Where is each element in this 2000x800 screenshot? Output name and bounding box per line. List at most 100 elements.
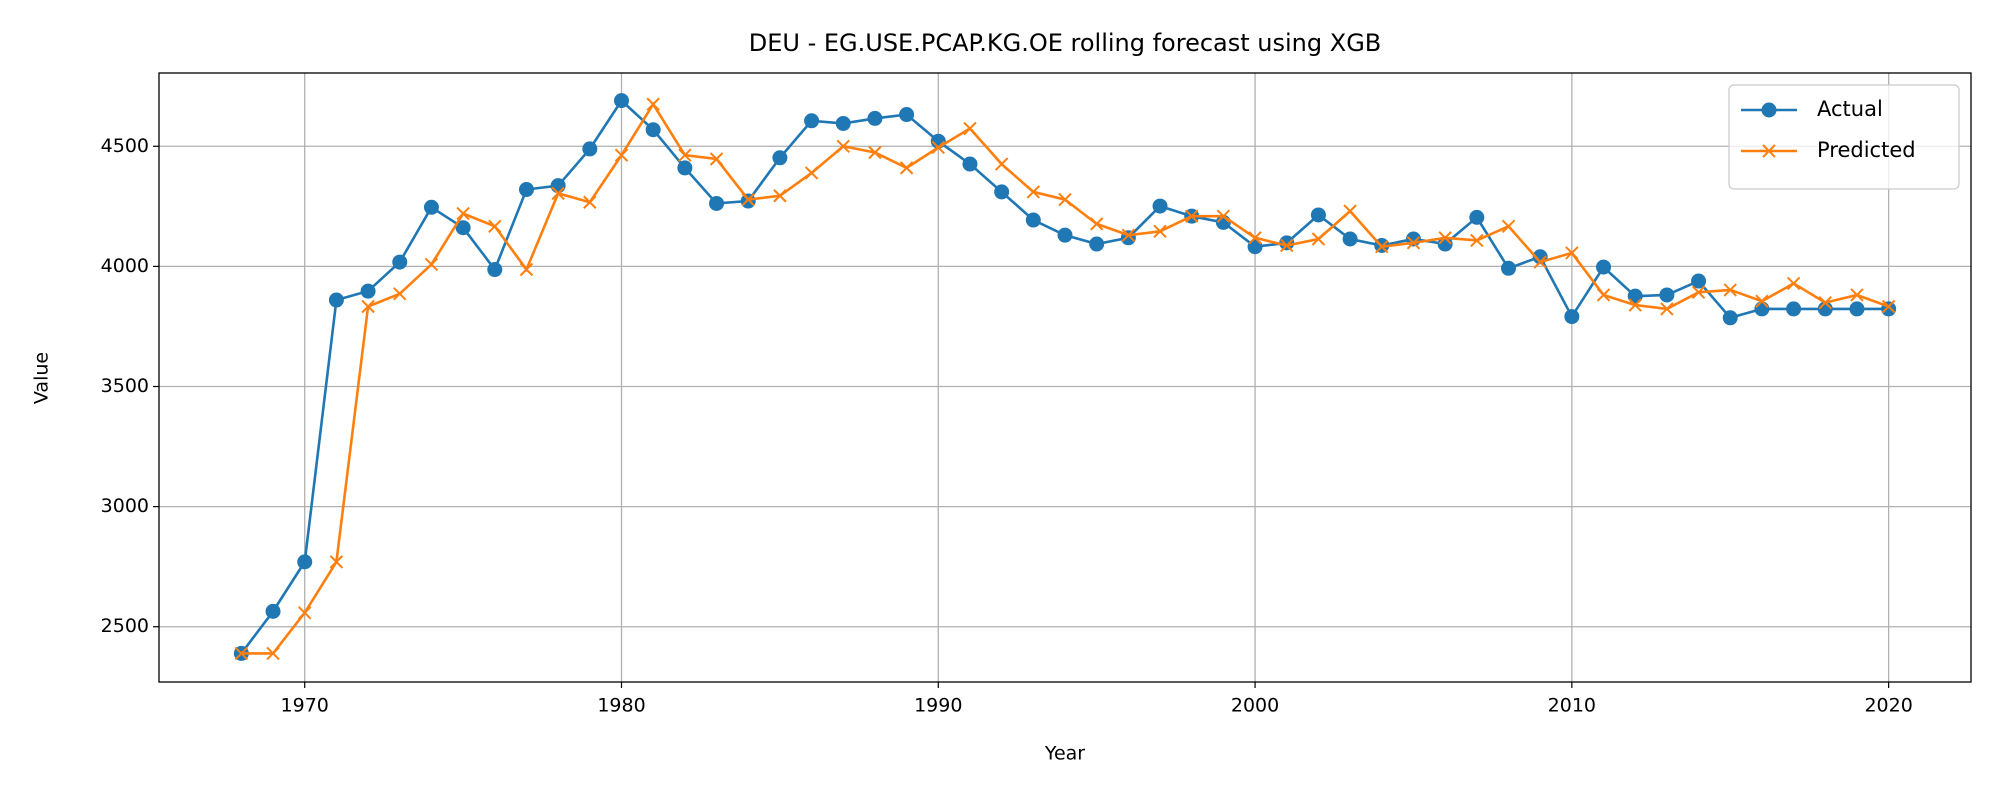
marker — [519, 262, 534, 277]
series — [233, 93, 1897, 661]
marker — [361, 299, 375, 314]
marker — [1627, 288, 1643, 304]
marker — [1279, 235, 1295, 251]
marker — [835, 115, 851, 131]
marker — [1216, 209, 1231, 223]
marker — [1565, 246, 1579, 260]
x-tick-label: 2020 — [1864, 695, 1912, 717]
y-tick-label: 4000 — [101, 255, 149, 277]
y-tick-label: 3500 — [101, 375, 149, 397]
legend-marker — [1762, 144, 1776, 158]
marker — [1564, 309, 1580, 325]
marker — [456, 206, 470, 221]
marker — [1723, 283, 1737, 297]
marker — [1438, 231, 1452, 245]
marker — [1058, 192, 1072, 207]
marker — [1248, 231, 1262, 245]
y-tick-label: 2500 — [101, 615, 149, 637]
marker — [1406, 236, 1421, 250]
y-tick-label: 3000 — [101, 495, 149, 517]
marker — [740, 193, 756, 209]
marker — [1247, 239, 1263, 255]
marker — [1469, 209, 1485, 225]
marker — [1089, 236, 1105, 252]
legend-marker — [1761, 102, 1777, 118]
marker — [1691, 285, 1706, 300]
marker — [1470, 233, 1484, 248]
marker — [583, 195, 597, 209]
plot-frame — [158, 72, 1972, 683]
marker — [614, 148, 629, 162]
marker — [678, 148, 692, 162]
marker — [265, 603, 281, 619]
legend-label: Predicted — [1817, 138, 1916, 162]
x-tick-label: 2000 — [1231, 695, 1279, 717]
marker — [1500, 260, 1516, 276]
y-tick-label: 4500 — [101, 135, 149, 157]
marker — [1691, 273, 1707, 289]
y-axis-label: Value — [31, 352, 53, 404]
marker — [423, 199, 439, 215]
marker — [1786, 276, 1801, 291]
marker — [392, 254, 408, 270]
marker — [1754, 301, 1770, 317]
x-axis-label: Year — [1044, 743, 1085, 765]
marker — [550, 178, 566, 194]
marker — [455, 220, 471, 236]
marker — [266, 646, 280, 661]
marker — [741, 192, 755, 207]
marker — [488, 219, 502, 233]
marker — [963, 121, 977, 136]
marker — [1722, 310, 1738, 326]
marker — [1850, 288, 1864, 302]
marker — [677, 160, 693, 176]
marker — [329, 555, 344, 569]
marker — [867, 110, 883, 126]
marker — [804, 166, 819, 180]
marker — [1628, 298, 1642, 312]
marker — [614, 93, 630, 109]
marker — [709, 152, 724, 166]
marker — [931, 140, 945, 155]
marker — [868, 145, 882, 160]
marker — [1057, 227, 1073, 243]
marker — [1342, 231, 1358, 247]
marker — [773, 189, 787, 203]
marker — [1533, 255, 1547, 269]
legend: Actual Predicted — [1728, 84, 1960, 190]
marker — [582, 141, 598, 157]
marker — [1375, 239, 1389, 254]
marker — [836, 139, 850, 153]
series-line — [240, 98, 1889, 655]
marker — [1185, 209, 1199, 223]
chart-title: DEU - EG.USE.PCAP.KG.OE rolling forecast… — [749, 29, 1382, 57]
marker — [1818, 295, 1832, 310]
marker — [1660, 302, 1674, 316]
marker — [962, 156, 978, 172]
marker — [1025, 212, 1041, 228]
marker — [1280, 238, 1294, 253]
x-tick-label: 1970 — [281, 695, 329, 717]
marker — [1849, 301, 1865, 317]
marker — [1343, 204, 1357, 218]
marker — [645, 122, 661, 138]
marker — [899, 161, 914, 175]
marker — [1310, 207, 1326, 223]
marker — [328, 292, 344, 308]
marker — [646, 97, 660, 111]
marker — [772, 150, 788, 166]
marker — [234, 646, 249, 661]
marker — [393, 287, 407, 301]
marker — [804, 113, 820, 129]
marker — [1659, 287, 1675, 303]
marker — [994, 157, 1009, 171]
series — [234, 97, 1896, 661]
marker — [1153, 224, 1167, 239]
marker — [1121, 228, 1136, 242]
marker — [1311, 232, 1326, 246]
marker — [1152, 198, 1168, 214]
marker — [899, 107, 915, 123]
marker — [424, 257, 439, 272]
marker — [709, 195, 725, 211]
